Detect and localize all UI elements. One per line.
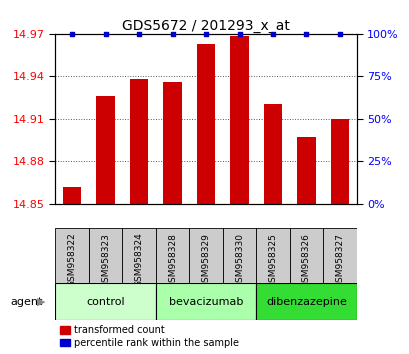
Bar [122, 228, 155, 283]
Bar [256, 228, 289, 283]
Bar [322, 228, 356, 283]
Text: dibenzazepine: dibenzazepine [265, 297, 346, 307]
Bar [55, 228, 89, 283]
Point [135, 31, 142, 36]
Text: bevacizumab: bevacizumab [169, 297, 243, 307]
Point [169, 31, 175, 36]
Text: GSM958326: GSM958326 [301, 233, 310, 287]
Bar [89, 228, 122, 283]
Text: GSM958324: GSM958324 [134, 233, 143, 287]
Point [202, 31, 209, 36]
Bar [189, 228, 222, 283]
Bar [163, 82, 181, 204]
Text: GSM958322: GSM958322 [67, 233, 76, 287]
Bar [222, 228, 256, 283]
Bar [155, 228, 189, 283]
Point [102, 31, 109, 36]
Point [336, 31, 342, 36]
Bar [289, 228, 322, 283]
Bar [330, 119, 348, 204]
Text: agent: agent [10, 297, 43, 307]
Legend: transformed count, percentile rank within the sample: transformed count, percentile rank withi… [60, 325, 238, 348]
Point [69, 31, 75, 36]
Bar [96, 96, 115, 204]
Point [236, 31, 242, 36]
Bar [63, 187, 81, 204]
Bar [263, 104, 281, 204]
Bar [55, 283, 155, 320]
Text: GSM958330: GSM958330 [234, 233, 243, 288]
Text: GSM958328: GSM958328 [168, 233, 177, 287]
Bar [256, 283, 356, 320]
Bar [230, 36, 248, 204]
Bar [196, 44, 215, 204]
Text: GSM958323: GSM958323 [101, 233, 110, 287]
Point [302, 31, 309, 36]
Point [269, 31, 276, 36]
Text: control: control [86, 297, 125, 307]
Title: GDS5672 / 201293_x_at: GDS5672 / 201293_x_at [122, 19, 289, 33]
Text: GSM958327: GSM958327 [335, 233, 344, 287]
Bar [155, 283, 256, 320]
Text: GSM958325: GSM958325 [268, 233, 277, 287]
Text: ▶: ▶ [37, 297, 45, 307]
Bar [130, 79, 148, 204]
Text: GSM958329: GSM958329 [201, 233, 210, 287]
Bar [297, 137, 315, 204]
